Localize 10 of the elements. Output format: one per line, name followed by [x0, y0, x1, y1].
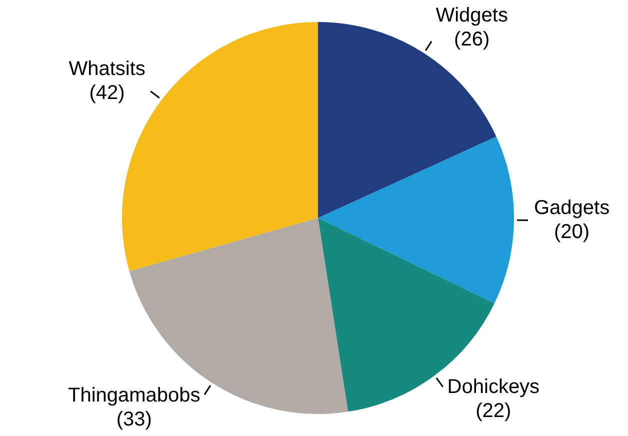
- data-label: (33): [116, 408, 152, 431]
- slice-label: Gadgets: [534, 197, 610, 219]
- data-label: (26): [454, 28, 490, 50]
- data-label: (20): [554, 221, 590, 243]
- data-label: (22): [476, 400, 512, 422]
- slice-label: Whatsits: [68, 58, 146, 80]
- slice-label: Widgets: [436, 4, 508, 26]
- data-label: (42): [89, 82, 125, 104]
- slice-label: Dohickeys: [447, 376, 540, 398]
- slice-label: Thingamabobs: [68, 384, 200, 407]
